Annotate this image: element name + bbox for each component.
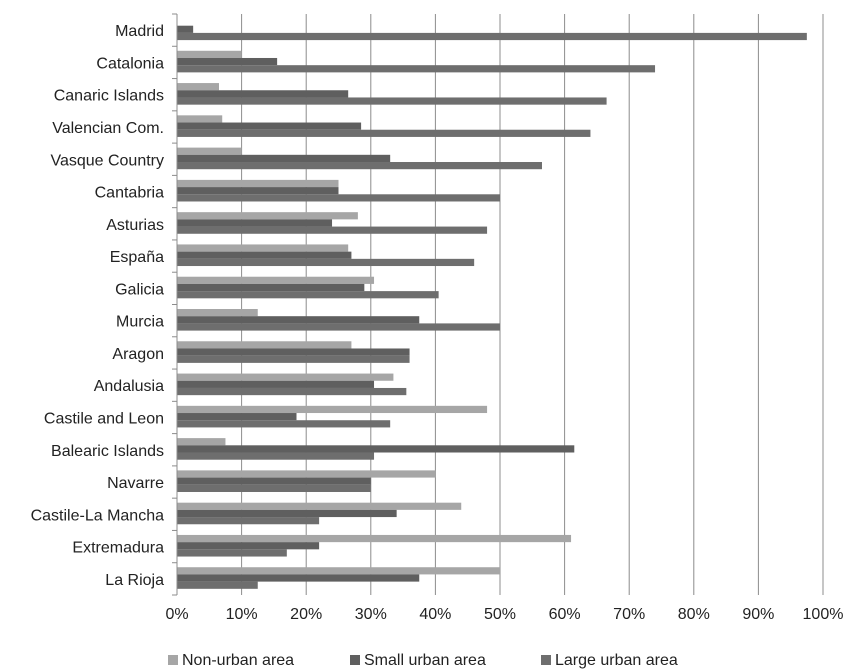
- legend-label: Large urban area: [555, 652, 678, 669]
- category-label: Castile and Leon: [44, 410, 164, 427]
- bar-large-urban-area: [177, 97, 607, 105]
- bar-small-urban-area: [177, 413, 297, 421]
- bar-large-urban-area: [177, 549, 287, 557]
- bar-large-urban-area: [177, 517, 320, 525]
- bar-small-urban-area: [177, 57, 278, 66]
- bar-small-urban-area: [177, 90, 349, 98]
- x-tick-label: 60%: [549, 606, 581, 623]
- x-tick-label: 10%: [226, 606, 258, 623]
- bar-large-urban-area: [177, 65, 656, 73]
- x-tick-labels: 0% 10% 20% 30% 40% 50% 60% 70% 80% 90% 100%: [165, 606, 843, 623]
- x-tick-label: 0%: [165, 606, 188, 623]
- bar-large-urban-area: [177, 162, 542, 170]
- category-label: Extremadura: [72, 540, 164, 557]
- bar-small-urban-area: [177, 122, 362, 130]
- legend-swatch: [168, 655, 178, 665]
- bars: [177, 25, 807, 589]
- x-tick-label: 90%: [742, 606, 774, 623]
- legend-label: Non-urban area: [182, 652, 294, 669]
- legend-swatch: [541, 655, 551, 665]
- bar-large-urban-area: [177, 581, 258, 589]
- bar-non-urban-area: [177, 534, 572, 543]
- bar-small-urban-area: [177, 477, 371, 485]
- bar-small-urban-area: [177, 348, 410, 356]
- legend-label: Small urban area: [364, 652, 486, 669]
- bar-large-urban-area: [177, 420, 391, 428]
- bar-non-urban-area: [177, 83, 219, 91]
- bar-large-urban-area: [177, 129, 591, 137]
- bar-large-urban-area: [177, 387, 407, 396]
- category-label: Asturias: [106, 217, 164, 234]
- bar-non-urban-area: [177, 373, 394, 381]
- bar-small-urban-area: [177, 509, 397, 518]
- bar-small-urban-area: [177, 154, 391, 163]
- bar-large-urban-area: [177, 32, 807, 41]
- bar-large-urban-area: [177, 291, 439, 299]
- x-tick-label: 80%: [678, 606, 710, 623]
- bar-non-urban-area: [177, 405, 488, 414]
- bar-large-urban-area: [177, 258, 475, 267]
- bar-small-urban-area: [177, 283, 365, 292]
- category-label: Aragon: [112, 346, 164, 363]
- bar-non-urban-area: [177, 309, 258, 317]
- gridlines: [241, 14, 824, 595]
- bar-non-urban-area: [177, 244, 349, 252]
- bar-small-urban-area: [177, 316, 420, 324]
- category-label: España: [110, 249, 164, 266]
- bar-small-urban-area: [177, 574, 420, 582]
- bar-non-urban-area: [177, 212, 358, 220]
- x-tick-label: 70%: [613, 606, 645, 623]
- category-label: Vasque Country: [50, 152, 164, 169]
- x-tick-label: 20%: [290, 606, 322, 623]
- category-label: Canaric Islands: [54, 88, 164, 105]
- category-label: Castile-La Mancha: [31, 507, 165, 524]
- x-tick-label: 100%: [803, 606, 844, 623]
- bar-non-urban-area: [177, 502, 462, 510]
- legend-swatch: [350, 655, 360, 665]
- bar-non-urban-area: [177, 567, 500, 575]
- bar-small-urban-area: [177, 542, 320, 550]
- category-label: La Rioja: [105, 572, 164, 589]
- bar-non-urban-area: [177, 341, 352, 349]
- legend: Non-urban area Small urban area Large urba…: [168, 652, 678, 669]
- bar-non-urban-area: [177, 438, 226, 446]
- bar-large-urban-area: [177, 452, 375, 460]
- category-label: Navarre: [107, 475, 164, 492]
- category-label: Cantabria: [95, 185, 164, 202]
- category-label: Balearic Islands: [51, 443, 164, 460]
- bar-large-urban-area: [177, 194, 500, 202]
- bar-large-urban-area: [177, 484, 371, 492]
- bar-non-urban-area: [177, 147, 242, 155]
- category-label: Catalonia: [96, 55, 164, 72]
- bar-small-urban-area: [177, 187, 339, 195]
- bar-non-urban-area: [177, 115, 223, 123]
- x-tick-label: 30%: [355, 606, 387, 623]
- bar-non-urban-area: [177, 276, 375, 284]
- bar-non-urban-area: [177, 50, 242, 58]
- bar-small-urban-area: [177, 219, 333, 227]
- bar-small-urban-area: [177, 380, 375, 388]
- axes: [172, 13, 178, 596]
- category-label: Madrid: [115, 23, 164, 40]
- category-label: Valencian Com.: [52, 120, 164, 137]
- category-label: Murcia: [116, 314, 164, 331]
- x-tick-label: 40%: [419, 606, 451, 623]
- bar-small-urban-area: [177, 445, 575, 453]
- bar-non-urban-area: [177, 179, 339, 188]
- bar-large-urban-area: [177, 323, 500, 331]
- category-labels: Madrid Catalonia Canaric Islands Valencian …: [31, 23, 165, 589]
- x-tick-label: 50%: [484, 606, 516, 623]
- bar-large-urban-area: [177, 226, 488, 234]
- bar-large-urban-area: [177, 355, 410, 363]
- category-label: Galicia: [115, 281, 164, 298]
- bar-small-urban-area: [177, 25, 194, 33]
- category-label: Andalusia: [94, 378, 164, 395]
- bar-non-urban-area: [177, 470, 436, 478]
- bar-small-urban-area: [177, 251, 352, 259]
